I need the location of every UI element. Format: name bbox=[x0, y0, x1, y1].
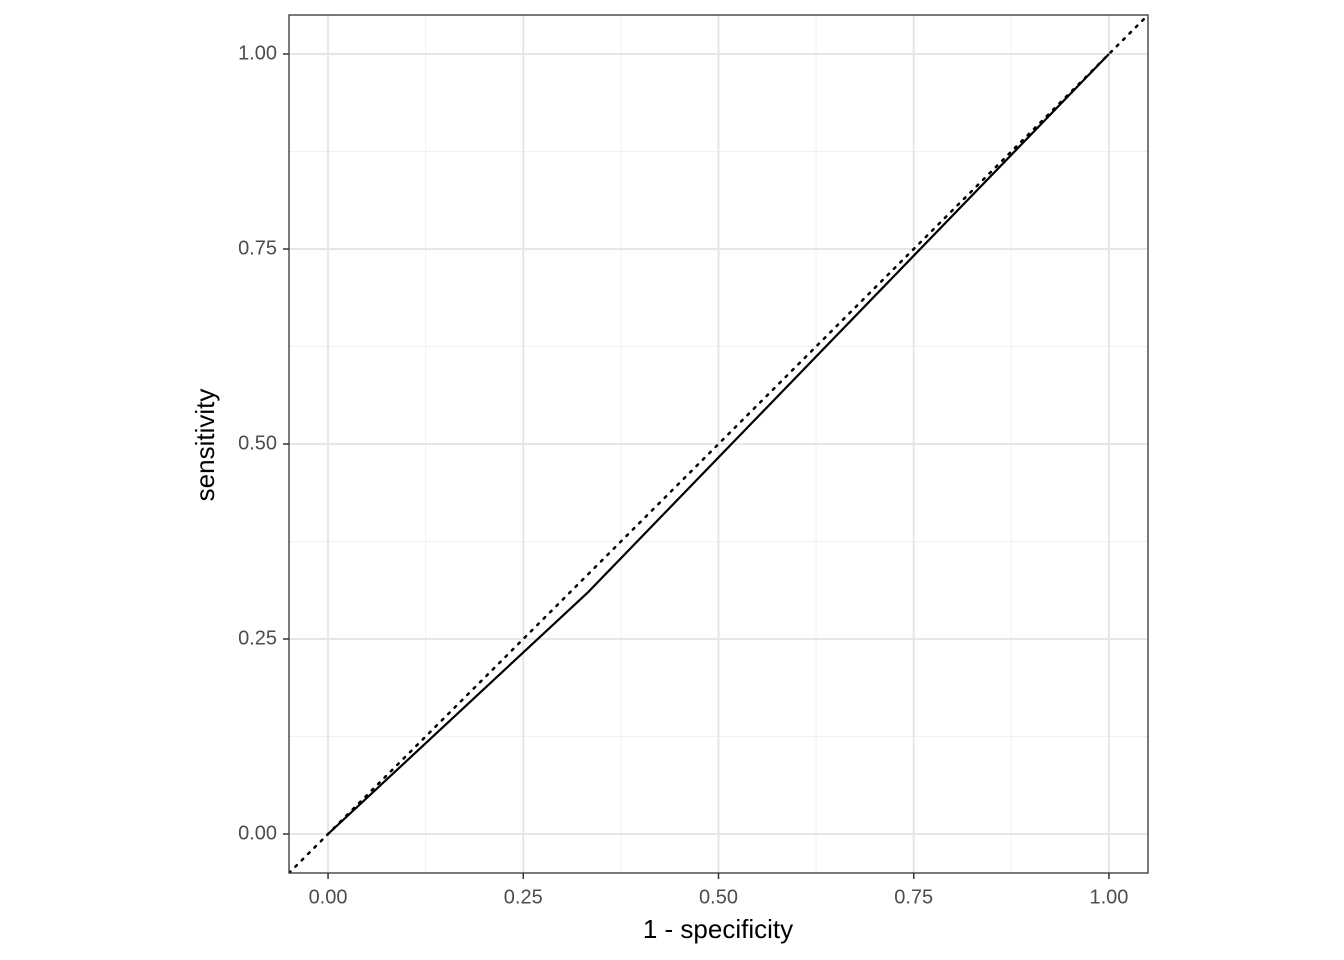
y-tick-label: 0.00 bbox=[238, 822, 277, 844]
panel-border bbox=[288, 14, 1149, 874]
y-tick-label: 0.75 bbox=[238, 237, 277, 259]
x-tick-label: 0.00 bbox=[309, 886, 348, 908]
x-axis-title: 1 - specificity bbox=[643, 914, 793, 944]
x-tick-label: 0.50 bbox=[699, 886, 738, 908]
y-tick-label: 0.50 bbox=[238, 432, 277, 454]
x-tick-label: 0.25 bbox=[504, 886, 543, 908]
roc-line bbox=[327, 53, 1110, 835]
x-tick-label: 0.75 bbox=[894, 886, 933, 908]
x-tick-label: 1.00 bbox=[1089, 886, 1128, 908]
y-axis-title: sensitivity bbox=[190, 389, 220, 502]
y-tick-label: 1.00 bbox=[238, 42, 277, 64]
y-tick-label: 0.25 bbox=[238, 627, 277, 649]
